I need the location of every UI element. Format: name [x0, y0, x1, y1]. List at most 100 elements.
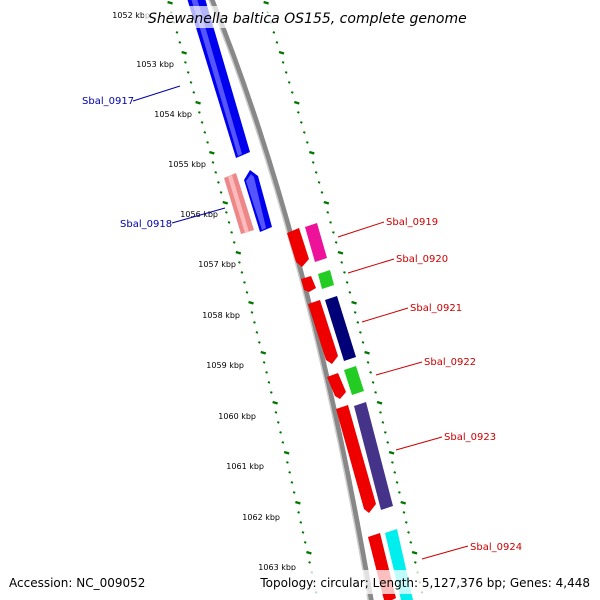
gene-arrow-sbal-0919[interactable]	[287, 228, 309, 267]
major-tick	[263, 0, 269, 5]
minor-tick	[301, 531, 305, 534]
gene-label-sbal-0917[interactable]: Sbal_0917	[82, 96, 134, 107]
gene-box-magenta[interactable]	[305, 223, 327, 262]
leader-sbal-0924	[421, 545, 469, 560]
minor-tick	[281, 441, 285, 444]
gene-box-green-2[interactable]	[344, 366, 364, 395]
major-tick	[235, 250, 242, 255]
minor-tick	[253, 321, 256, 324]
minor-tick	[267, 381, 271, 384]
gene-arrow-sbal-0918-shine	[246, 174, 266, 230]
kbp-tick-label: 1053 kbp	[136, 60, 174, 69]
minor-tick	[279, 431, 282, 434]
major-tick	[364, 350, 370, 355]
minor-tick	[189, 81, 193, 84]
minor-tick	[255, 331, 259, 334]
major-tick	[337, 250, 344, 255]
title-backdrop	[144, 6, 456, 28]
minor-tick	[257, 341, 261, 344]
minor-tick	[297, 511, 300, 514]
minor-tick	[225, 211, 228, 214]
minor-tick	[359, 331, 362, 334]
kbp-tick-label: 1057 kbp	[198, 260, 236, 269]
minor-tick	[245, 291, 249, 294]
minor-tick	[305, 141, 309, 144]
minor-tick	[409, 541, 413, 544]
kbp-tick-label: 1056 kbp	[180, 210, 218, 219]
minor-tick	[275, 41, 279, 44]
gene-label-sbal-0922[interactable]: Sbal_0922	[424, 357, 476, 368]
minor-tick	[395, 481, 399, 484]
kbp-tick-label: 1058 kbp	[202, 311, 240, 320]
minor-tick	[343, 271, 346, 274]
kbp-tick-label: 1055 kbp	[168, 160, 206, 169]
minor-tick	[274, 411, 278, 414]
minor-tick	[288, 471, 292, 474]
minor-tick	[311, 161, 315, 164]
minor-tick	[227, 221, 231, 224]
gene-box-salmon-shine	[228, 175, 249, 233]
gene-box-green-1[interactable]	[318, 270, 334, 289]
major-tick	[278, 50, 285, 55]
gene-features	[187, 0, 413, 600]
leader-sbal-0923	[395, 436, 443, 451]
minor-tick	[219, 191, 223, 194]
gene-label-sbal-0923[interactable]: Sbal_0923	[444, 432, 496, 443]
minor-tick	[232, 241, 236, 244]
minor-tick	[299, 521, 303, 524]
minor-tick	[192, 91, 196, 94]
leader-sbal-0921	[361, 307, 409, 323]
kbp-tick-label: 1062 kbp	[242, 513, 280, 522]
leader-sbal-0922	[375, 361, 423, 376]
minor-tick	[413, 561, 417, 564]
footer-backdrop	[0, 570, 600, 594]
gene-label-sbal-0924[interactable]: Sbal_0924	[470, 542, 522, 553]
gene-arrow-sbal-0920[interactable]	[301, 276, 316, 292]
minor-tick	[391, 461, 394, 464]
major-tick	[167, 0, 173, 5]
minor-tick	[240, 271, 244, 274]
minor-tick	[398, 491, 401, 494]
minor-tick	[381, 421, 385, 424]
major-tick	[195, 100, 201, 105]
gene-arrow-sbal-0922[interactable]	[327, 373, 346, 399]
gene-box-navy[interactable]	[325, 296, 356, 361]
major-tick	[293, 100, 300, 105]
minor-tick	[402, 511, 406, 514]
minor-tick	[371, 381, 375, 384]
minor-tick	[393, 471, 397, 474]
minor-tick	[334, 241, 338, 244]
minor-tick	[369, 371, 372, 374]
minor-tick	[286, 461, 289, 464]
gene-label-sbal-0918[interactable]: Sbal_0918	[120, 219, 172, 230]
kbp-tick-label: 1054 kbp	[154, 110, 192, 119]
gene-label-sbal-0921[interactable]: Sbal_0921	[410, 303, 462, 314]
gene-arrow-sbal-0921[interactable]	[308, 300, 338, 364]
minor-tick	[303, 541, 307, 544]
major-tick	[181, 50, 187, 55]
minor-tick	[296, 111, 300, 114]
minor-tick	[404, 521, 408, 524]
minor-tick	[320, 191, 324, 194]
minor-tick	[386, 441, 390, 444]
minor-tick	[290, 481, 294, 484]
gene-box-slate[interactable]	[354, 402, 393, 510]
major-tick	[295, 500, 301, 505]
minor-tick	[203, 131, 207, 134]
minor-tick	[299, 121, 303, 124]
kbp-tick-label: 1060 kbp	[218, 412, 256, 421]
gene-arrow-sbal-0923[interactable]	[336, 405, 376, 513]
minor-tick	[262, 361, 266, 364]
minor-tick	[366, 361, 370, 364]
minor-tick	[250, 311, 254, 314]
minor-tick	[217, 181, 220, 184]
leader-sbal-0917	[132, 85, 181, 102]
major-tick	[411, 550, 418, 555]
major-tick	[248, 300, 254, 305]
gene-label-sbal-0920[interactable]: Sbal_0920	[396, 254, 448, 265]
leader-sbal-0918	[171, 207, 226, 224]
gene-label-sbal-0919[interactable]: Sbal_0919	[386, 217, 438, 228]
backbone-highlight	[208, 0, 369, 600]
minor-tick	[287, 81, 291, 84]
